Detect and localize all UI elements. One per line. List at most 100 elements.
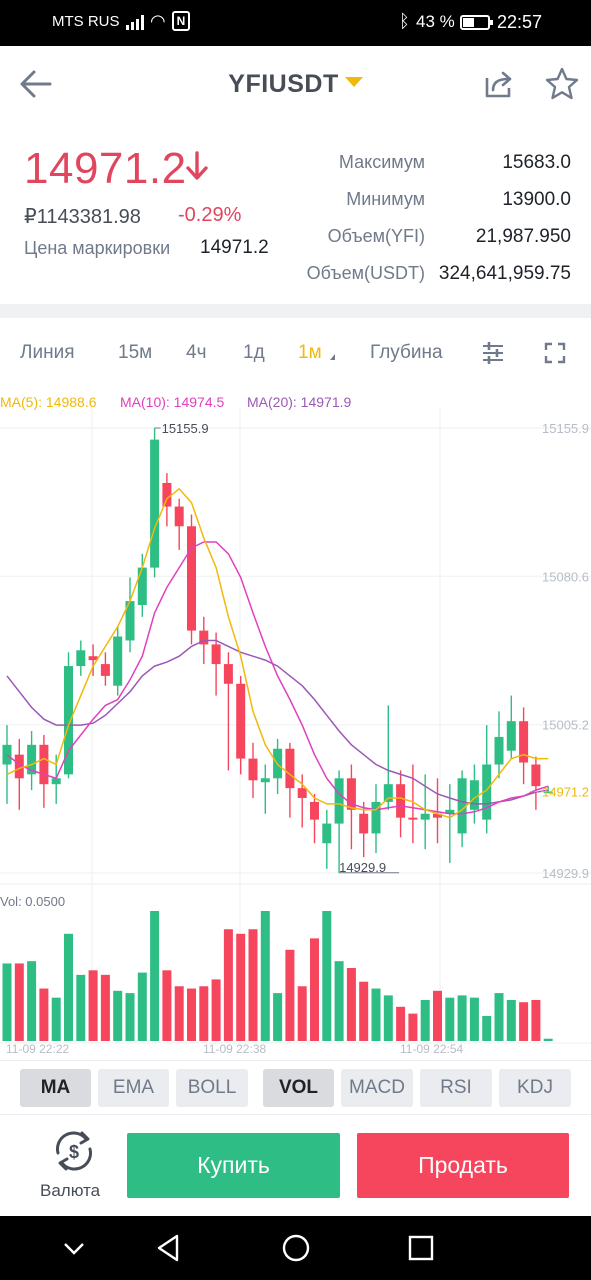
volume-bar	[64, 933, 73, 1041]
candle-body	[408, 817, 418, 820]
tab-15m[interactable]: 15м	[118, 342, 153, 363]
volume-bar	[433, 990, 442, 1041]
candle-body	[322, 823, 332, 844]
volume-bar	[162, 970, 172, 1041]
volume-bar	[334, 961, 344, 1041]
candle-body	[88, 656, 98, 661]
volume-bar	[187, 988, 196, 1041]
candle-body	[150, 439, 160, 568]
volume-bar	[236, 933, 246, 1041]
high-price-label: 15155.9	[162, 421, 209, 436]
candle-body	[187, 526, 196, 631]
indicator-ma[interactable]: MA	[20, 1069, 91, 1107]
volume-bar	[260, 911, 270, 1041]
bluetooth-icon: ᛒ	[399, 11, 410, 31]
nav-back-icon[interactable]	[155, 1232, 183, 1264]
candle-body	[506, 721, 516, 751]
indicator-ema[interactable]: EMA	[98, 1069, 169, 1107]
pair-selector[interactable]: YFIUSDT	[0, 70, 591, 99]
volume-bar	[445, 997, 455, 1041]
volume-bar	[125, 993, 135, 1041]
ticker-summary: 14971.2 ₽1143381.98 -0.29% Цена маркиров…	[0, 122, 591, 304]
fullscreen-icon[interactable]	[542, 340, 568, 366]
tab-line[interactable]: Линия	[20, 342, 75, 363]
nav-collapse-icon[interactable]	[61, 1232, 87, 1264]
candle-body	[14, 754, 24, 779]
tab-1m[interactable]: 1м	[298, 342, 322, 363]
buy-button[interactable]: Купить	[127, 1133, 340, 1198]
candle-body	[51, 778, 61, 785]
volume-bar	[223, 929, 233, 1041]
indicator-rsi[interactable]: RSI	[420, 1069, 492, 1107]
volume-bar	[2, 963, 12, 1041]
indicator-boll[interactable]: BOLL	[176, 1069, 248, 1107]
sell-button[interactable]: Продать	[357, 1133, 569, 1198]
volume-bar	[420, 999, 430, 1041]
candle-body	[236, 683, 246, 759]
candle-body	[457, 778, 467, 834]
stat-volume-base-label: Объем(YFI)	[327, 226, 425, 246]
ma10-legend: MA(10): 14974.5	[120, 394, 225, 410]
volume-bar	[76, 974, 86, 1041]
pair-title: YFIUSDT	[228, 70, 339, 98]
price-axis-label: 15155.9	[542, 421, 589, 436]
volume-bar	[359, 981, 369, 1041]
volume-bar	[14, 963, 24, 1041]
back-arrow-icon[interactable]	[18, 66, 54, 102]
volume-bar	[51, 997, 61, 1041]
currency-label[interactable]: Валюта	[40, 1181, 101, 1200]
change-percent: -0.29%	[178, 204, 242, 226]
volume-bar	[494, 993, 504, 1041]
candle-body	[260, 778, 270, 783]
stat-low-label: Минимум	[346, 189, 425, 209]
candle-body	[162, 482, 172, 507]
price-axis-label: 14929.9	[542, 866, 589, 881]
candle-body	[285, 748, 295, 789]
tab-1d[interactable]: 1д	[243, 342, 265, 363]
share-icon[interactable]	[483, 68, 515, 100]
indicator-macd[interactable]: MACD	[341, 1069, 413, 1107]
indicator-kdj[interactable]: KDJ	[499, 1069, 571, 1107]
battery-percent: 43 %	[416, 12, 455, 31]
nav-recents-icon[interactable]	[406, 1232, 436, 1264]
volume-bar	[248, 929, 258, 1041]
ma20-legend: MA(20): 14971.9	[247, 394, 352, 410]
nav-home-icon[interactable]	[280, 1232, 312, 1264]
section-divider	[0, 304, 591, 318]
chevron-down-icon	[344, 77, 363, 88]
indicator-vol[interactable]: VOL	[263, 1069, 334, 1107]
signal-icon	[126, 14, 144, 30]
candle-body	[2, 744, 12, 765]
star-icon[interactable]	[544, 66, 580, 102]
currency-swap-icon[interactable]: $	[46, 1129, 102, 1173]
volume-bar	[482, 1015, 492, 1041]
volume-bar	[469, 997, 479, 1041]
volume-bar	[457, 995, 467, 1041]
time-axis-label: 11-09 22:54	[400, 1042, 463, 1056]
timeframe-dropdown-caret	[330, 354, 335, 360]
volume-bar	[383, 995, 393, 1041]
tab-depth[interactable]: Глубина	[370, 342, 443, 363]
settings-sliders-icon[interactable]	[480, 340, 506, 366]
volume-bar	[297, 986, 307, 1041]
wifi-icon: ◠	[150, 11, 166, 31]
volume-bar	[543, 1038, 553, 1041]
stat-volume-base-value: 21,987.950	[475, 226, 571, 247]
volume-bar	[100, 974, 110, 1041]
candle-body	[211, 644, 221, 665]
volume-bar	[506, 999, 516, 1041]
kline-chart[interactable]: 15155.9 15080.6 15005.2 14929.9 15155.9 14929…	[0, 388, 591, 1060]
candle-body	[445, 809, 455, 814]
candle-body	[199, 630, 209, 645]
candle-body	[543, 791, 553, 794]
system-nav-bar	[0, 1216, 591, 1280]
volume-bar	[137, 972, 147, 1041]
candle-body	[469, 780, 479, 810]
candle-body	[383, 784, 393, 802]
volume-bar	[285, 949, 295, 1041]
tab-4h[interactable]: 4ч	[186, 342, 207, 363]
nfc-icon: N	[172, 11, 190, 31]
candle-body	[519, 721, 529, 763]
candlestick-chart: 15155.9 15080.6 15005.2 14929.9 15155.9 14929…	[0, 408, 591, 1056]
stat-volume-quote-label: Объем(USDT)	[306, 263, 425, 283]
